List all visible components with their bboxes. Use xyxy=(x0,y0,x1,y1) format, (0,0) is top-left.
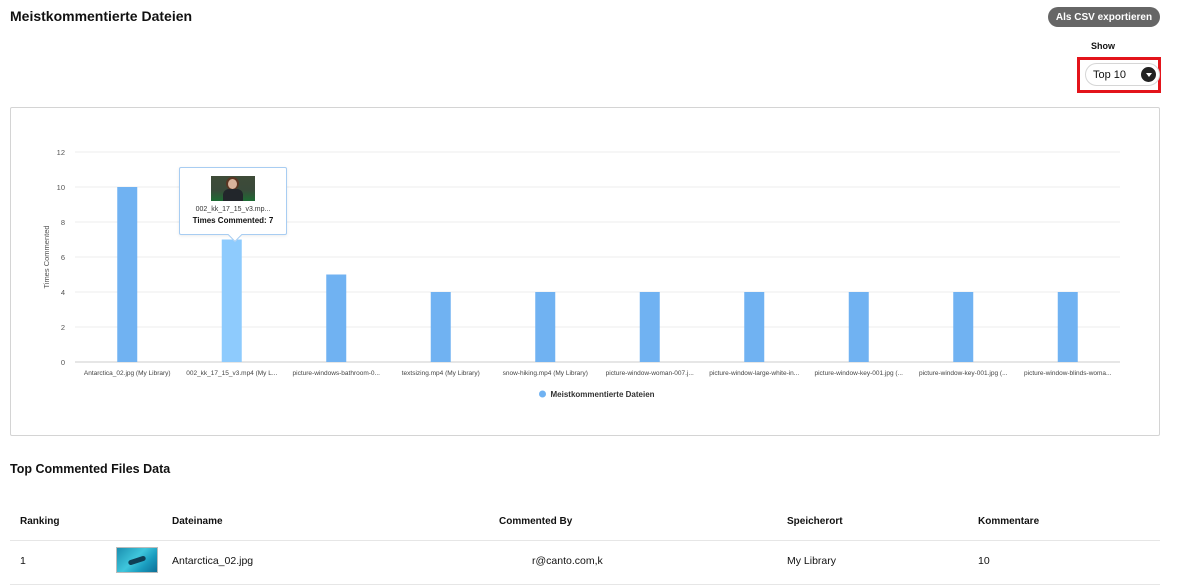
header-speicherort[interactable]: Speicherort xyxy=(787,516,843,527)
table-section-title: Top Commented Files Data xyxy=(10,462,171,476)
x-tick-label: picture-windows-bathroom-0... xyxy=(293,370,381,377)
legend-label[interactable]: Meistkommentierte Dateien xyxy=(551,390,655,399)
export-csv-button[interactable]: Als CSV exportieren xyxy=(1048,7,1160,27)
x-tick-label: picture-window-large-white-in... xyxy=(709,370,799,377)
x-tick-label: textsizing.mp4 (My Library) xyxy=(402,370,480,377)
top-n-select-value: Top 10 xyxy=(1093,68,1127,81)
x-tick-label: Antarctica_02.jpg (My Library) xyxy=(84,370,171,377)
bar[interactable] xyxy=(117,187,138,362)
bar[interactable] xyxy=(1057,292,1078,362)
y-axis-label: Times Commented xyxy=(42,225,51,288)
bar[interactable] xyxy=(953,292,974,362)
table-header-row: Ranking Dateiname Commented By Speichero… xyxy=(10,505,1160,541)
cell-dateiname[interactable]: Antarctica_02.jpg xyxy=(172,555,254,567)
chevron-down-icon[interactable] xyxy=(1141,67,1156,82)
bar[interactable] xyxy=(639,292,660,362)
page-title: Meistkommentierte Dateien xyxy=(10,8,193,24)
y-tick-label: 10 xyxy=(57,183,65,192)
x-tick-label: 002_kk_17_15_v3.mp4 (My L... xyxy=(186,370,277,377)
cell-kommentare: 10 xyxy=(978,555,990,567)
y-tick-label: 2 xyxy=(61,323,65,332)
y-tick-label: 6 xyxy=(61,253,65,262)
cell-commented-by: r@canto.com,k xyxy=(532,555,603,567)
chart-card: 0 2 4 6 8 10 12 Times Commented Antarctica_02.jp… xyxy=(10,107,1160,436)
tooltip-thumbnail xyxy=(211,176,255,201)
x-tick-label: picture-window-blinds-woma... xyxy=(1024,370,1112,377)
header-commented-by[interactable]: Commented By xyxy=(499,516,573,527)
header-kommentare[interactable]: Kommentare xyxy=(978,516,1040,527)
header-dateiname[interactable]: Dateiname xyxy=(172,516,223,527)
bar[interactable] xyxy=(430,292,451,362)
cell-ranking: 1 xyxy=(20,555,26,567)
files-table: Ranking Dateiname Commented By Speichero… xyxy=(10,505,1160,585)
x-tick-label: picture-window-key-001.jpg (... xyxy=(814,370,903,377)
bar[interactable] xyxy=(744,292,765,362)
y-tick-label: 8 xyxy=(61,218,65,227)
chart-tooltip: 002_kk_17_15_v3.mp... Times Commented: 7 xyxy=(179,167,287,235)
x-tick-label: picture-window-woman-007.j... xyxy=(606,370,694,377)
bar[interactable] xyxy=(221,239,242,363)
show-label: Show xyxy=(1091,41,1115,51)
table-row[interactable]: 1 Antarctica_02.jpg r@canto.com,k My Lib… xyxy=(10,541,1160,585)
header-ranking[interactable]: Ranking xyxy=(20,516,60,527)
file-thumbnail[interactable] xyxy=(116,547,158,573)
y-tick-label: 4 xyxy=(61,288,65,297)
bar[interactable] xyxy=(848,292,869,362)
cell-speicherort: My Library xyxy=(787,555,837,567)
bar[interactable] xyxy=(326,274,347,363)
legend-marker[interactable] xyxy=(539,390,546,398)
x-tick-label: snow-hiking.mp4 (My Library) xyxy=(503,370,588,377)
y-tick-label: 0 xyxy=(61,358,65,367)
tooltip-file-name: 002_kk_17_15_v3.mp... xyxy=(195,206,271,213)
y-tick-label: 12 xyxy=(57,148,65,157)
tooltip-value: Times Commented: 7 xyxy=(192,216,274,225)
x-tick-label: picture-window-key-001.jpg (... xyxy=(919,370,1008,377)
bar[interactable] xyxy=(535,292,556,362)
top-n-select[interactable]: Top 10 xyxy=(1085,63,1160,86)
bar-chart: 0 2 4 6 8 10 12 Times Commented Antarctica_02.jp… xyxy=(42,148,1120,399)
